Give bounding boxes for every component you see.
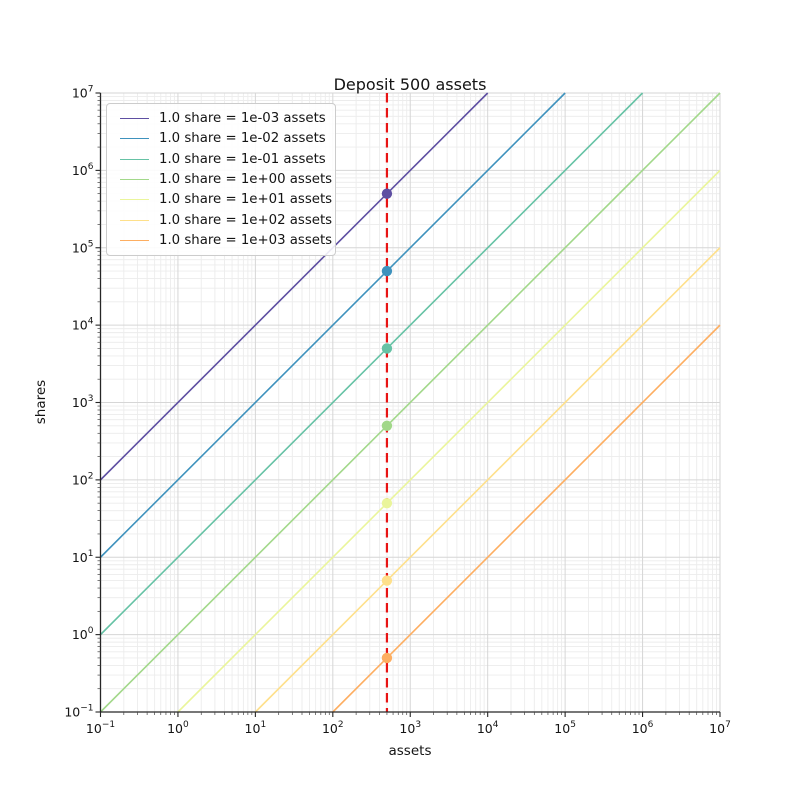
legend-item: 1.0 share = 1e-02 assets [114,129,331,149]
series-line [254,247,721,713]
legend-label: 1.0 share = 1e+00 assets [159,171,333,187]
deposit-point [381,343,393,354]
legend-line-swatch [120,178,149,180]
chart-title: Deposit 500 assets [333,75,487,94]
y-tick-label: 105 [72,239,94,255]
y-tick-label: 103 [72,394,94,410]
legend-item: 1.0 share = 1e+03 assets [114,231,333,251]
x-tick-label: 100 [167,720,189,736]
y-tick-label: 102 [72,471,94,487]
legend-item: 1.0 share = 1e+02 assets [114,210,333,230]
legend-item: 1.0 share = 1e+00 assets [114,169,333,189]
x-tick-label: 107 [709,720,731,736]
series-line [99,92,489,481]
y-tick-label: 104 [72,317,94,333]
x-tick-label: 101 [245,720,267,736]
legend-item: 1.0 share = 1e-03 assets [114,108,331,128]
y-tick-label: 100 [72,626,94,642]
deposit-point [381,497,393,509]
series-line [99,92,566,558]
legend-line-swatch [120,158,149,160]
deposit-point [381,188,393,199]
x-tick-label: 104 [477,720,499,736]
deposit-point [381,575,393,586]
y-tick-label: 107 [72,85,94,101]
series-line [177,169,721,713]
x-tick-label: 103 [399,720,421,736]
series-line [332,324,721,713]
legend-label: 1.0 share = 1e+03 assets [159,233,333,249]
legend-line-swatch [120,117,149,119]
legend-label: 1.0 share = 1e-03 assets [159,110,326,126]
legend-label: 1.0 share = 1e+01 assets [159,192,333,208]
x-tick-label: 106 [632,720,654,736]
legend-line-swatch [120,199,149,201]
legend-item: 1.0 share = 1e+01 assets [114,190,333,210]
series-line [99,92,644,636]
legend-label: 1.0 share = 1e-02 assets [159,131,326,147]
deposit-point [381,265,393,277]
y-tick-label: 10−1 [64,704,93,720]
legend-line-swatch [120,138,149,140]
legend-line-swatch [120,219,149,221]
legend-item: 1.0 share = 1e-01 assets [114,149,331,169]
legend-label: 1.0 share = 1e-01 assets [159,151,326,167]
legend-line-swatch [120,240,149,242]
legend-label: 1.0 share = 1e+02 assets [159,212,333,228]
y-axis-label: shares [33,379,49,425]
y-tick-label: 101 [72,549,94,565]
x-tick-label: 105 [554,720,576,736]
x-tick-label: 10−1 [86,720,115,736]
x-axis-label: assets [388,743,432,759]
series-line [99,92,721,713]
y-tick-label: 106 [72,162,94,178]
deposit-point [381,420,393,431]
legend: 1.0 share = 1e-03 assets 1.0 share = 1e-0… [106,103,336,256]
deposit-point [381,652,393,664]
x-tick-label: 102 [322,720,344,736]
